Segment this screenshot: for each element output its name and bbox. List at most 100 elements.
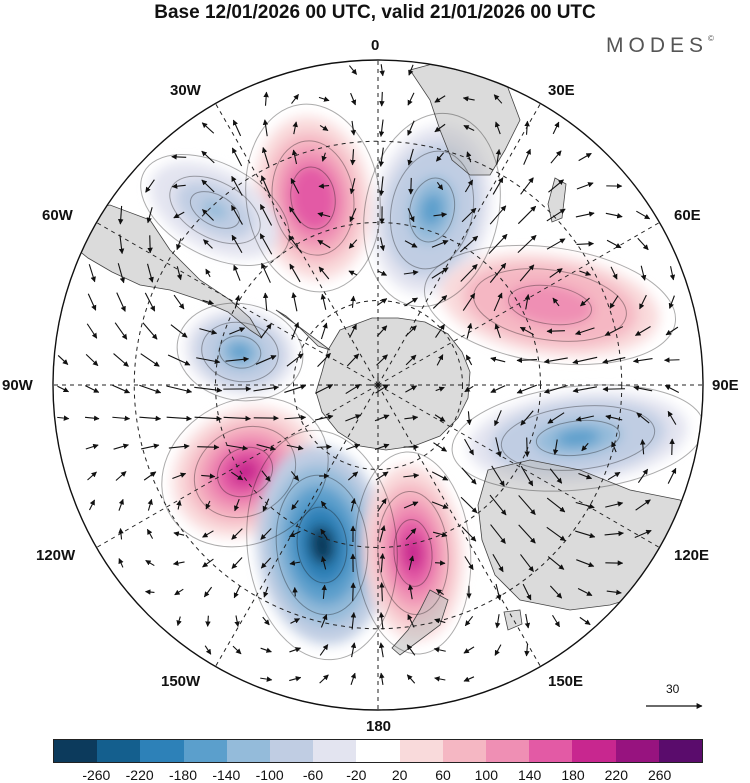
wind-arrow [233,585,241,599]
wind-arrow [260,647,272,653]
wind-arrow [403,472,420,479]
wind-arrow [253,385,280,392]
wind-arrow [350,120,357,136]
wind-arrow [576,241,595,247]
meridian [377,384,660,548]
wind-arrow [463,646,475,654]
wind-arrow [176,266,183,281]
wind-arrow [494,323,501,339]
wind-arrow [291,149,298,165]
wind-arrow [232,119,242,137]
wind-arrow [520,554,534,572]
colorbar-tick-label: -20 [346,767,367,783]
wind-arrow [640,439,646,455]
wind-arrow [112,384,131,394]
wind-arrow [464,615,474,627]
wind-arrow [348,239,358,249]
wind-arrow [491,465,505,487]
wind-arrow [605,212,623,219]
wind-arrow [464,438,474,456]
wind-arrow [350,642,357,658]
colorbar-tick-label: -100 [255,767,284,783]
wind-arrow [231,204,243,225]
wind-arrow [376,354,388,366]
wind-arrow [84,415,100,421]
wind-arrow [407,148,414,166]
wind-arrow [494,121,501,135]
wind-arrow [520,410,534,426]
wind-arrow [405,528,417,540]
wind-arrow [346,353,360,367]
contour-line [423,244,677,366]
wind-arrow [495,148,502,165]
wind-arrow [434,676,446,682]
wind-arrow [231,471,244,481]
wind-arrow [173,294,185,310]
wind-arrow [201,150,215,164]
wind-arrow [434,123,446,133]
wind-arrow [461,207,477,223]
wind-arrow [348,65,358,75]
wind-arrow [284,414,307,421]
lon-label-90e: 90E [712,377,739,394]
wind-arrow [319,644,329,656]
anomaly-negative [150,161,280,259]
wind-arrow [494,644,502,656]
wind-arrow [260,557,272,569]
wind-arrow [462,96,475,102]
lon-label-30w: 30W [170,82,201,99]
brand-mark: © [708,34,714,43]
latitude-circle [293,300,463,470]
wind-arrow [57,355,69,365]
colorbar-tick-label: 100 [474,767,499,783]
wind-arrow [234,615,240,628]
wind-arrow [201,122,215,134]
wind-arrow [493,292,503,312]
wind-arrow [145,589,155,595]
wind-arrow [492,553,504,573]
contour-line [508,284,592,326]
meridian [215,103,379,386]
wind-arrow [231,175,243,196]
wind-arrow [316,444,332,450]
wind-arrow [552,439,559,456]
wind-arrow [543,384,568,394]
wind-arrow [606,589,622,596]
wind-arrow [405,354,417,366]
wind-arrow [292,121,298,135]
wind-arrow [141,443,160,450]
lon-label-150w: 150W [161,673,201,690]
wind-arrow [605,414,623,421]
reference-vector-label: 30 [666,682,680,696]
wind-arrow [226,444,249,451]
wind-arrow [147,235,153,254]
wind-arrow [433,212,448,218]
contour-line [363,112,501,308]
wind-arrow [407,584,414,600]
wind-arrow [669,266,676,281]
wind-arrow [115,471,127,481]
wind-arrow [436,181,444,191]
wind-arrow [522,583,532,601]
wind-arrow [546,497,566,513]
wind-arrow [636,412,650,424]
wind-arrow [516,357,538,363]
wind-arrow [461,467,477,485]
wind-arrow [578,152,592,162]
wind-arrow [205,500,211,510]
wind-arrow [88,264,96,283]
wind-arrow [377,270,388,276]
lon-label-150e: 150E [548,673,584,690]
wind-arrow [575,530,596,539]
wind-arrow [602,357,626,365]
wind-arrow [259,233,273,255]
meridian [96,222,379,386]
wind-arrow [260,175,271,197]
wind-arrow [262,498,270,512]
wind-arrow [490,524,506,544]
wind-arrow [524,293,531,310]
lon-label-60e: 60E [674,207,701,224]
wind-arrow [349,208,357,223]
wind-arrow [379,525,386,543]
wind-arrow [635,499,651,511]
